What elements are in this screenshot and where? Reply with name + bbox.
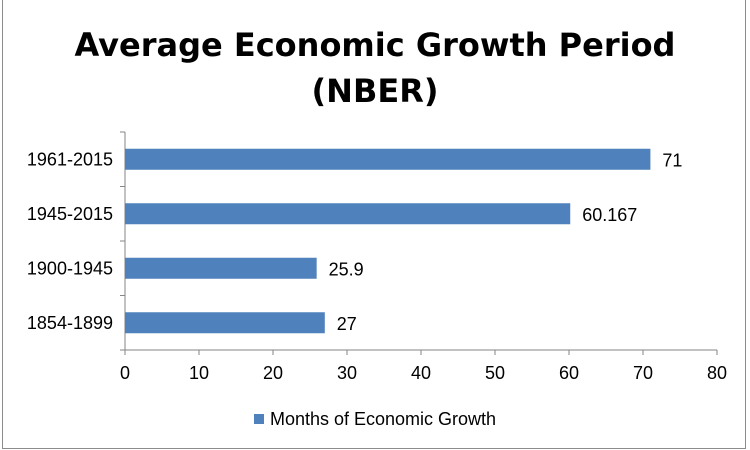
category-label: 1945-2015 [27, 204, 113, 224]
data-label: 60.167 [582, 205, 637, 225]
bar [125, 148, 651, 170]
chart-title-line-2: (NBER) [311, 72, 439, 110]
legend-swatch [253, 414, 264, 424]
category-label: 1900-1945 [27, 258, 113, 278]
x-tick-label: 10 [189, 363, 209, 383]
x-tick-label: 40 [411, 363, 431, 383]
chart-title: Average Economic Growth Period (NBER) [0, 22, 750, 114]
data-label: 25.9 [329, 259, 364, 279]
x-tick-label: 0 [120, 363, 130, 383]
x-tick-label: 80 [707, 363, 727, 383]
legend: Months of Economic Growth [0, 409, 750, 430]
data-label: 27 [337, 314, 357, 334]
bar [125, 203, 571, 225]
x-tick-label: 70 [633, 363, 653, 383]
category-label: 1961-2015 [27, 149, 113, 169]
x-tick-label: 60 [559, 363, 579, 383]
chart-title-line-1: Average Economic Growth Period [74, 26, 676, 64]
legend-label: Months of Economic Growth [269, 409, 497, 429]
data-label: 71 [662, 150, 682, 170]
x-tick-label: 30 [337, 363, 357, 383]
x-tick-label: 20 [263, 363, 283, 383]
category-label: 1854-1899 [27, 313, 113, 333]
x-tick-label: 50 [485, 363, 505, 383]
bar [125, 257, 317, 279]
bar [125, 312, 325, 334]
